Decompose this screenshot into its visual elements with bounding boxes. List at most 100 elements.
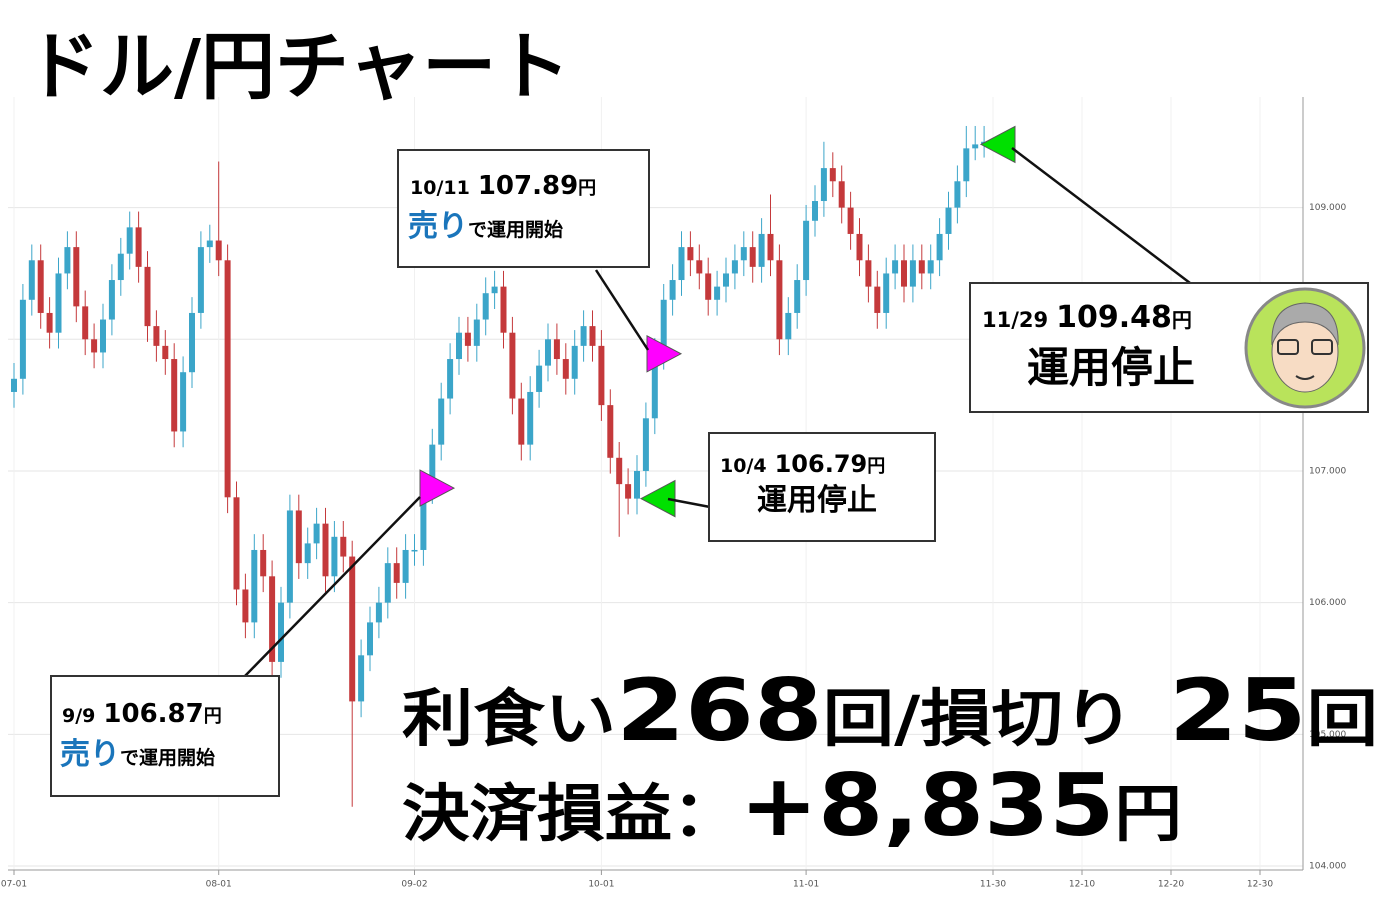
candle-body: [527, 391, 534, 445]
y-tick-label: 107.000: [1309, 466, 1346, 476]
candle-body: [420, 488, 427, 550]
avatar-glasses: [1277, 339, 1299, 355]
candle-body: [340, 536, 347, 557]
candle-body: [464, 332, 471, 346]
candle-body: [972, 144, 979, 149]
x-tick-label: 11-01: [793, 880, 819, 890]
y-tick-label: 109.000: [1309, 203, 1346, 213]
callout-unit: 円: [204, 706, 222, 727]
candle-body: [402, 549, 409, 583]
candle-body: [553, 339, 560, 360]
candle-body: [883, 273, 890, 313]
candle-body: [278, 602, 284, 662]
candle-body: [206, 240, 213, 248]
callout-action-suffix: で運用開始: [468, 218, 563, 241]
candle-body: [393, 563, 400, 583]
candle-body: [678, 247, 685, 281]
connector: [594, 269, 650, 351]
candle-body: [233, 497, 240, 590]
candle-body: [651, 353, 658, 419]
candle-body: [429, 444, 436, 489]
candle-body: [642, 418, 649, 471]
candle-body: [838, 181, 845, 208]
callout-line: 11/29 109.48円: [982, 300, 1192, 335]
candle-body: [803, 220, 810, 281]
candle-body: [482, 293, 489, 320]
candle-body: [731, 260, 738, 274]
stop-loss-count: 25: [1169, 661, 1307, 761]
callout-date: 10/11: [410, 177, 470, 199]
candle-body: [518, 398, 525, 445]
candle-body: [634, 470, 640, 499]
callout-price: 109.48: [1056, 300, 1172, 335]
callout-action: 売り: [408, 209, 468, 244]
candle-body: [197, 247, 204, 313]
y-tick-label: 104.000: [1309, 862, 1346, 872]
candle-body: [918, 260, 925, 274]
callout-unit: 円: [1172, 308, 1192, 332]
candle-body: [607, 405, 614, 458]
candle-body: [37, 260, 44, 313]
candle-body: [251, 549, 258, 623]
candle-body: [847, 207, 854, 234]
candle-body: [11, 378, 17, 392]
candle-body: [384, 563, 391, 603]
callout-line: 9/9 106.87円: [62, 699, 222, 729]
candle-body: [189, 312, 195, 373]
x-tick-label: 11-30: [980, 880, 1006, 890]
candle-body: [509, 332, 516, 399]
candle-body: [367, 622, 373, 656]
candle-body: [447, 359, 454, 399]
callout-action-suffix: で運用開始: [120, 746, 215, 769]
candle-body: [269, 576, 276, 662]
connector: [244, 496, 421, 677]
candle-body: [215, 240, 222, 261]
candle-body: [171, 359, 178, 432]
candle-body: [785, 312, 792, 340]
candle-body: [456, 332, 462, 360]
pnl-label: 決済損益：: [402, 777, 740, 850]
y-tick-label: 105.000: [1309, 730, 1346, 740]
callout-unit: 円: [867, 456, 885, 477]
candle-body: [536, 365, 543, 392]
candle-body: [117, 253, 124, 281]
x-tick-label: 09-02: [401, 880, 427, 890]
candle-body: [135, 227, 142, 267]
callout-price: 107.89: [478, 171, 578, 201]
callout-line: 売りで運用開始: [408, 209, 563, 244]
stats-separator: 回/損切り: [823, 682, 1135, 755]
connectors: [244, 147, 1191, 677]
candle-body: [874, 286, 881, 313]
candle-body: [295, 510, 302, 564]
take-profit-count: 268: [616, 661, 823, 761]
candle-body: [100, 319, 106, 353]
trade-marker: [979, 125, 1016, 164]
callout-box: [397, 149, 650, 268]
callout-unit: 円: [578, 178, 596, 199]
candle-body: [286, 510, 293, 603]
candle-body: [571, 345, 578, 379]
avatar-mouth: [1295, 375, 1315, 380]
candle-body: [660, 299, 667, 354]
candle-body: [749, 247, 756, 267]
candle-body: [696, 260, 703, 274]
candle-body: [865, 260, 872, 287]
candle-body: [598, 345, 605, 406]
candle-body: [73, 247, 80, 307]
candle-body: [829, 168, 836, 182]
candle-body: [625, 484, 632, 499]
x-tick-label: 07-01: [1, 880, 27, 890]
chart-title: ドル/円チャート: [26, 24, 570, 110]
candle-body: [892, 260, 899, 274]
candle-body: [812, 201, 818, 221]
candle-body: [304, 543, 311, 564]
candle-body: [331, 536, 338, 577]
candle-body: [64, 247, 71, 274]
candle-body: [162, 345, 169, 360]
avatar-glasses: [1311, 339, 1333, 355]
trade-marker: [646, 334, 683, 373]
candle-body: [687, 247, 694, 261]
connector: [667, 497, 711, 509]
callout-line: 10/4 106.79円: [720, 450, 885, 478]
candle-body: [901, 260, 907, 287]
